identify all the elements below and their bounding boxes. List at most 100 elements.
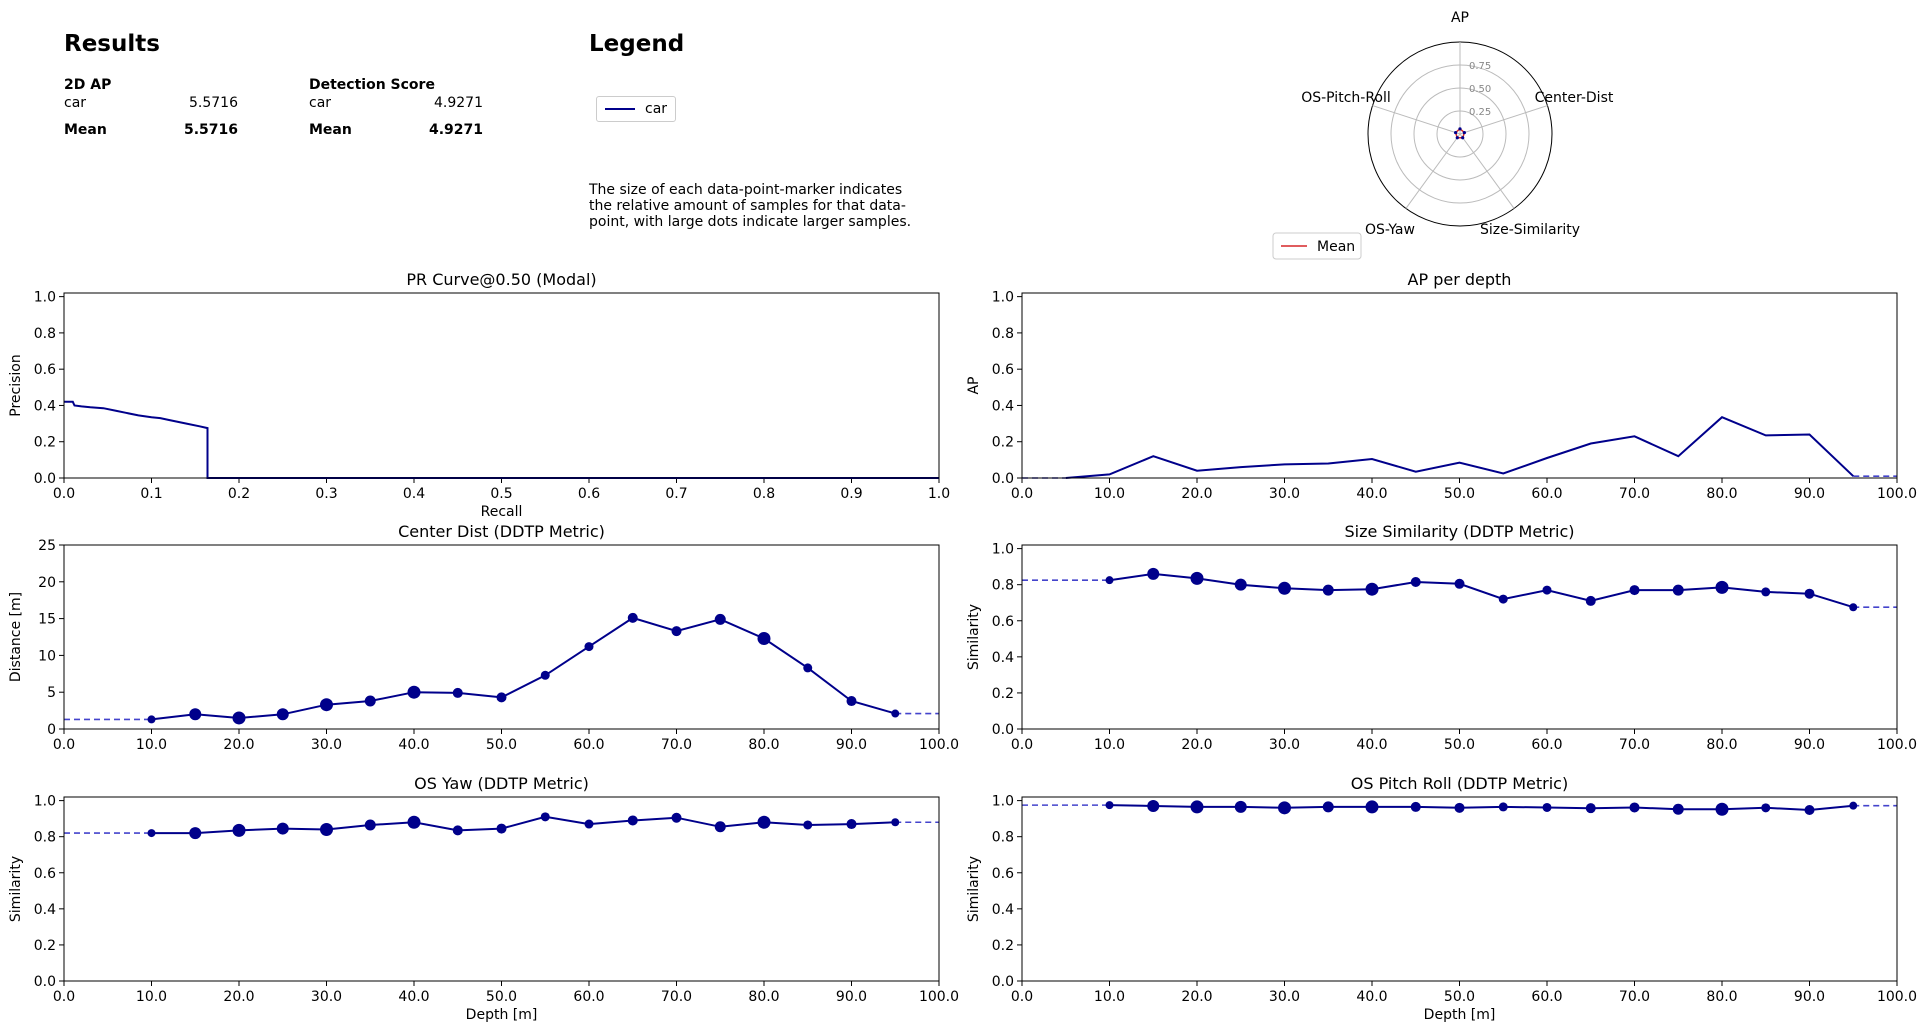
y-tick-label: 0.6: [992, 362, 1014, 378]
x-tick-label: 70.0: [1619, 989, 1650, 1005]
x-tick-label: 30.0: [311, 989, 342, 1005]
x-tick-label: 100.0: [919, 989, 959, 1005]
chart-panel: AP per depth AP 0.0 10.0 20.0 30.0 40.0 50.0 60.…: [966, 270, 1917, 502]
score-mean-value: 4.9271: [428, 122, 483, 138]
data-point: [1585, 803, 1596, 814]
x-tick-label: 80.0: [1706, 486, 1737, 502]
x-tick-label: 80.0: [1706, 989, 1737, 1005]
chart-title: Center Dist (DDTP Metric): [398, 522, 605, 541]
legend-entry: car: [645, 101, 668, 117]
x-tick-label: 0.0: [1011, 989, 1033, 1005]
legend-note-line: The size of each data-point-marker indic…: [589, 182, 903, 198]
radar-data-point: [1454, 130, 1458, 135]
data-point: [1849, 801, 1858, 810]
data-point: [1542, 585, 1552, 595]
legend-note-line: point, with large dots indicate larger s…: [589, 214, 912, 230]
radar-data-point: [1462, 130, 1466, 135]
radar-legend: Mean: [1272, 232, 1362, 260]
data-point: [1629, 585, 1640, 596]
data-point: [1365, 800, 1379, 814]
data-point: [714, 821, 726, 833]
data-point: [584, 819, 594, 829]
series-line: [151, 815, 896, 835]
data-point: [1498, 594, 1508, 604]
data-point: [1278, 801, 1291, 815]
x-tick-label: 0.0: [53, 737, 75, 753]
data-point: [1672, 803, 1684, 815]
x-tick-label: 30.0: [1269, 737, 1300, 753]
y-tick-label: 0.4: [992, 902, 1014, 918]
plot-frame: [1021, 796, 1898, 982]
x-tick-label: 1.0: [928, 486, 950, 502]
x-tick-label: 50.0: [1444, 486, 1475, 502]
radar-axis-label: AP: [1451, 10, 1469, 26]
radar-legend-box: [1272, 232, 1362, 260]
y-tick-label: 0.4: [992, 650, 1014, 666]
x-tick-label: 10.0: [1094, 989, 1125, 1005]
y-tick-label: 0.4: [992, 398, 1014, 414]
radar-spoke: [1459, 133, 1515, 209]
plot-frame: [1021, 544, 1898, 730]
data-point: [147, 829, 156, 838]
score-row-value: 4.9271: [434, 95, 483, 111]
legend-title: Legend: [589, 31, 685, 57]
x-tick-label: 60.0: [573, 737, 604, 753]
x-tick-label: 90.0: [836, 737, 867, 753]
x-tick-label: 10.0: [136, 989, 167, 1005]
radar-data-point: [1455, 136, 1459, 140]
radar-tick-label: 0.50: [1469, 84, 1491, 95]
x-tick-label: 20.0: [223, 737, 254, 753]
data-point: [803, 663, 813, 673]
x-tick-label: 30.0: [1269, 486, 1300, 502]
ap-mean-value: 5.5716: [183, 122, 238, 138]
y-tick-label: 0.0: [992, 722, 1014, 738]
y-axis-label: Precision: [8, 354, 24, 416]
data-point: [1715, 580, 1729, 594]
y-tick-label: 10: [38, 648, 56, 664]
x-tick-label: 60.0: [1531, 989, 1562, 1005]
data-point: [1410, 801, 1421, 812]
legend-line-swatch: [605, 108, 635, 110]
x-tick-label: 50.0: [486, 737, 517, 753]
data-point: [1804, 804, 1815, 815]
x-tick-label: 90.0: [1794, 486, 1825, 502]
x-tick-label: 100.0: [1877, 737, 1917, 753]
x-tick-label: 100.0: [1877, 989, 1917, 1005]
results-title: Results: [64, 31, 160, 57]
x-tick-label: 0.0: [53, 486, 75, 502]
data-point: [1147, 567, 1160, 580]
series-line: [1109, 572, 1854, 609]
data-point: [452, 687, 463, 698]
data-point: [1715, 802, 1729, 816]
data-point: [1234, 800, 1247, 813]
radar-axis-label: Size-Similarity: [1480, 222, 1580, 238]
x-tick-label: 60.0: [1531, 737, 1562, 753]
x-tick-label: 80.0: [748, 989, 779, 1005]
x-tick-label: 0.0: [1011, 737, 1033, 753]
data-point: [496, 692, 507, 703]
data-point: [1454, 578, 1465, 589]
x-tick-label: 80.0: [1706, 737, 1737, 753]
y-tick-label: 0.2: [992, 686, 1014, 702]
radar-spoke: [1459, 105, 1548, 135]
y-tick-label: 0.8: [34, 326, 56, 342]
series-line: [1109, 804, 1854, 812]
chart-title: Size Similarity (DDTP Metric): [1344, 522, 1574, 541]
chart-panel: Size Similarity (DDTP Metric) Similarity 0…: [966, 522, 1917, 753]
x-tick-label: 40.0: [398, 737, 429, 753]
chart-title: OS Pitch Roll (DDTP Metric): [1351, 774, 1568, 793]
x-tick-label: 0.1: [140, 486, 162, 502]
y-tick-label: 0.0: [34, 471, 56, 487]
data-point: [232, 711, 246, 725]
y-tick-label: 0.0: [992, 974, 1014, 990]
y-tick-label: 5: [47, 685, 56, 701]
data-point: [189, 827, 202, 840]
x-tick-label: 0.8: [753, 486, 775, 502]
x-axis-label: Depth [m]: [466, 1007, 538, 1023]
x-tick-label: 10.0: [1094, 486, 1125, 502]
y-tick-label: 0.4: [34, 902, 56, 918]
data-point: [452, 825, 463, 836]
data-point: [757, 815, 771, 829]
y-tick-label: 1.0: [34, 794, 56, 810]
